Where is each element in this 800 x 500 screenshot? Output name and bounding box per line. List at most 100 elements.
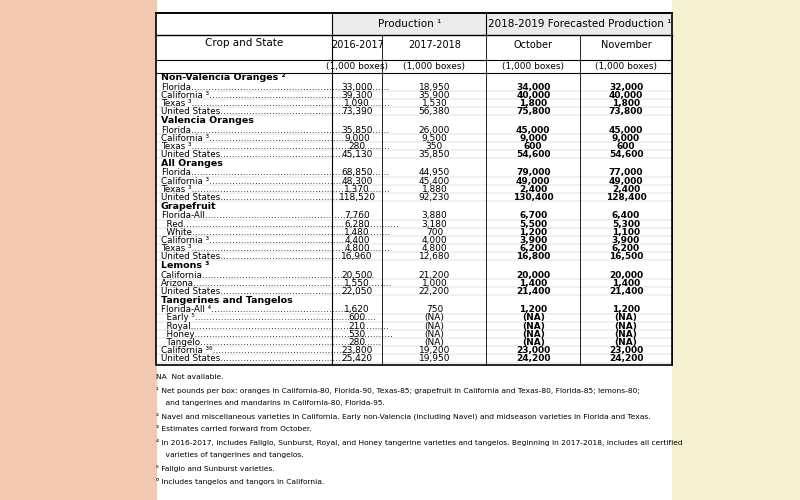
Text: California……………………………………………………: California…………………………………………………… <box>161 270 375 280</box>
Text: 9,000: 9,000 <box>519 134 547 142</box>
Text: California ³………………………………………………: California ³……………………………………………… <box>161 134 364 142</box>
Text: November: November <box>601 40 651 50</box>
Text: 1,480: 1,480 <box>344 228 370 236</box>
Text: White……………………………………………………………: White…………………………………………………………… <box>161 228 390 236</box>
Text: 350: 350 <box>426 142 443 150</box>
Text: 9,500: 9,500 <box>422 134 447 142</box>
Text: 21,400: 21,400 <box>516 286 550 296</box>
Text: 92,230: 92,230 <box>418 193 450 202</box>
Text: 56,380: 56,380 <box>418 107 450 116</box>
Text: (NA): (NA) <box>522 314 545 322</box>
Text: 2017-2018: 2017-2018 <box>408 40 461 50</box>
Text: Florida-All…………………………………………………: Florida-All………………………………………………… <box>161 212 369 220</box>
Text: Royal……………………………………………………………: Royal…………………………………………………………… <box>161 322 389 330</box>
Text: 7,760: 7,760 <box>344 212 370 220</box>
Text: 130,400: 130,400 <box>513 193 554 202</box>
Text: (NA): (NA) <box>614 322 638 330</box>
Text: 1,400: 1,400 <box>612 278 640 287</box>
Text: (1,000 boxes): (1,000 boxes) <box>403 62 466 71</box>
Text: Tangelo………………………………………………………: Tangelo……………………………………………………… <box>161 338 381 347</box>
Text: 54,600: 54,600 <box>609 150 643 159</box>
Text: Red…………………………………………………………………: Red………………………………………………………………… <box>161 220 398 228</box>
Text: 35,850: 35,850 <box>418 150 450 159</box>
Text: 23,000: 23,000 <box>516 346 550 355</box>
Text: 2016-2017: 2016-2017 <box>330 40 384 50</box>
Text: 1,200: 1,200 <box>612 306 640 314</box>
Text: 49,000: 49,000 <box>609 176 643 186</box>
Text: Florida……………………………………………………………: Florida…………………………………………………………… <box>161 126 389 134</box>
Text: 16,800: 16,800 <box>516 252 550 261</box>
Text: 33,000: 33,000 <box>342 82 373 92</box>
Text: 9,000: 9,000 <box>344 134 370 142</box>
Text: 23,800: 23,800 <box>342 346 373 355</box>
Bar <box>0 0 156 500</box>
Text: Valencia Oranges: Valencia Oranges <box>161 116 254 125</box>
Text: 4,800: 4,800 <box>422 244 447 253</box>
Text: 3,900: 3,900 <box>612 236 640 244</box>
Text: 1,880: 1,880 <box>422 184 447 194</box>
Text: Texas ³……………………………………………………………: Texas ³…………………………………………………………… <box>161 142 390 150</box>
Text: Tangerines and Tangelos: Tangerines and Tangelos <box>161 296 293 305</box>
Text: 3,880: 3,880 <box>422 212 447 220</box>
Bar <box>156 12 672 365</box>
Bar <box>672 0 800 500</box>
Text: California ³………………………………………………: California ³……………………………………………… <box>161 90 364 100</box>
Text: 44,950: 44,950 <box>418 168 450 177</box>
Text: 34,000: 34,000 <box>516 82 550 92</box>
Text: 1,550: 1,550 <box>344 278 370 287</box>
Text: 32,000: 32,000 <box>609 82 643 92</box>
Text: 20,000: 20,000 <box>516 270 550 280</box>
Text: 5,300: 5,300 <box>612 220 640 228</box>
Text: (NA): (NA) <box>522 338 545 347</box>
Text: Honey……………………………………………………………: Honey…………………………………………………………… <box>161 330 393 338</box>
Text: Non-Valencia Oranges ²: Non-Valencia Oranges ² <box>161 74 286 82</box>
Text: 1,090: 1,090 <box>344 99 370 108</box>
Text: 75,800: 75,800 <box>516 107 550 116</box>
Text: 73,800: 73,800 <box>609 107 643 116</box>
Text: 48,300: 48,300 <box>342 176 373 186</box>
Text: (1,000 boxes): (1,000 boxes) <box>502 62 564 71</box>
Text: 1,200: 1,200 <box>519 228 547 236</box>
Text: ² Navel and miscellaneous varieties in California. Early non-Valencia (including: ² Navel and miscellaneous varieties in C… <box>156 413 650 420</box>
Text: 20,500: 20,500 <box>342 270 373 280</box>
Text: 45,400: 45,400 <box>418 176 450 186</box>
Text: 750: 750 <box>426 306 443 314</box>
Text: 600: 600 <box>617 142 635 150</box>
Text: 77,000: 77,000 <box>609 168 643 177</box>
Text: 6,700: 6,700 <box>519 212 547 220</box>
Text: United States……………………………………………: United States…………………………………………… <box>161 193 366 202</box>
Text: varieties of tangerines and tangelos.: varieties of tangerines and tangelos. <box>156 452 304 458</box>
Text: 3,180: 3,180 <box>422 220 447 228</box>
Text: 3,900: 3,900 <box>519 236 547 244</box>
Text: 19,200: 19,200 <box>418 346 450 355</box>
Text: 1,620: 1,620 <box>344 306 370 314</box>
Text: United States……………………………………………: United States…………………………………………… <box>161 286 366 296</box>
Text: 6,200: 6,200 <box>612 244 640 253</box>
Text: 26,000: 26,000 <box>418 126 450 134</box>
Text: 79,000: 79,000 <box>516 168 550 177</box>
Text: (1,000 boxes): (1,000 boxes) <box>326 62 388 71</box>
Text: 700: 700 <box>426 228 443 236</box>
Text: ¹ Net pounds per box: oranges in California-80, Florida-90, Texas-85; grapefruit: ¹ Net pounds per box: oranges in Califor… <box>156 387 640 394</box>
Text: United States……………………………………………: United States…………………………………………… <box>161 354 366 363</box>
Text: 12,680: 12,680 <box>418 252 450 261</box>
Text: 530: 530 <box>349 330 366 338</box>
Text: 40,000: 40,000 <box>609 90 643 100</box>
Text: (NA): (NA) <box>522 322 545 330</box>
Text: 1,000: 1,000 <box>422 278 447 287</box>
Text: Arizona……………………………………………………………: Arizona…………………………………………………………… <box>161 278 392 287</box>
Text: (NA): (NA) <box>522 330 545 338</box>
Text: All Oranges: All Oranges <box>161 159 222 168</box>
Text: (NA): (NA) <box>614 330 638 338</box>
Text: (NA): (NA) <box>425 338 444 347</box>
Text: 2,400: 2,400 <box>612 184 640 194</box>
Text: 118,520: 118,520 <box>338 193 376 202</box>
Text: ³ Estimates carried forward from October.: ³ Estimates carried forward from October… <box>156 426 311 432</box>
Text: 39,300: 39,300 <box>342 90 373 100</box>
Text: 35,900: 35,900 <box>418 90 450 100</box>
Text: 54,600: 54,600 <box>516 150 550 159</box>
Text: 210: 210 <box>349 322 366 330</box>
Text: United States……………………………………………: United States…………………………………………… <box>161 150 366 159</box>
Text: 1,800: 1,800 <box>519 99 547 108</box>
Text: (NA): (NA) <box>425 314 444 322</box>
